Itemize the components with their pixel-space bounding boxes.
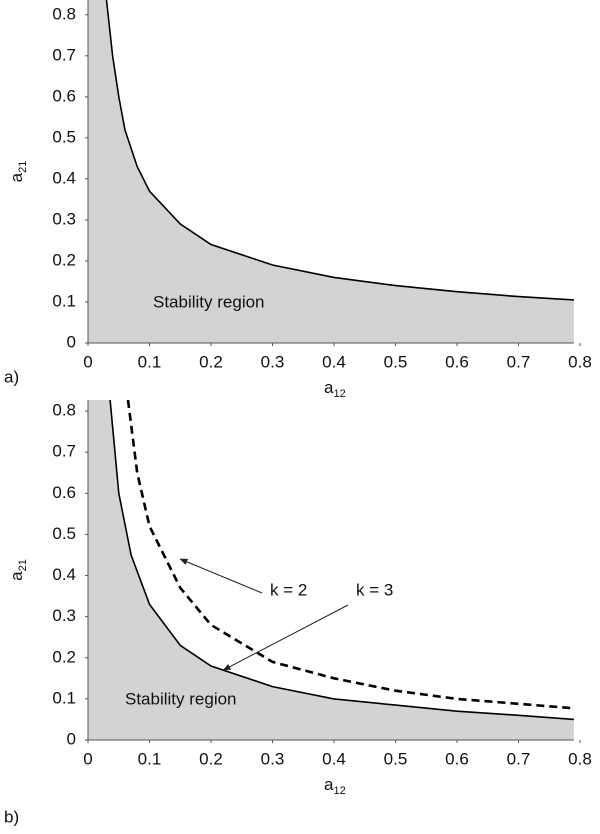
x-axis-label-base: a: [324, 775, 334, 794]
y-tick-label: 0.1: [52, 688, 76, 707]
stability-fill: [88, 400, 574, 740]
panel-label: b): [4, 807, 19, 826]
annotation: k = 3: [356, 580, 393, 599]
y-tick-label: 0.3: [52, 606, 76, 625]
curve: [109, 399, 574, 721]
annotation-arrow: [222, 604, 349, 671]
x-tick-label: 0.4: [322, 352, 346, 371]
x-tick-label: 0.7: [507, 749, 531, 768]
y-tick-label: 0.2: [52, 647, 76, 666]
x-tick-label: 0: [83, 352, 92, 371]
y-tick-label: 0.4: [52, 565, 76, 584]
x-tick-label: 0.3: [261, 749, 285, 768]
y-axis-label-sub: 21: [17, 161, 29, 173]
y-tick-label: 0: [67, 332, 76, 351]
x-tick-label: 0.6: [445, 749, 469, 768]
annotation: k = 2: [270, 580, 307, 599]
x-axis-label-sub: 12: [333, 388, 345, 400]
y-tick-label: 0.5: [52, 127, 76, 146]
region-label: Stability region: [125, 689, 237, 708]
y-tick-label: 0.7: [52, 442, 76, 461]
x-axis-label-sub: 12: [333, 785, 345, 797]
y-axis-label: a21: [7, 559, 28, 581]
x-tick-label: 0.5: [384, 749, 408, 768]
x-tick-label: 0.3: [261, 352, 285, 371]
panel-label: a): [4, 367, 19, 386]
y-tick-label: 0.7: [52, 45, 76, 64]
stability-fill: [88, 0, 574, 343]
x-axis-label-base: a: [324, 378, 334, 397]
x-tick-label: 0.7: [507, 352, 531, 371]
curve: [105, 0, 574, 301]
x-tick-label: 0.1: [138, 352, 162, 371]
y-tick-label: 0.4: [52, 168, 76, 187]
y-tick-label: 0.6: [52, 86, 76, 105]
x-tick-label: 0: [83, 749, 92, 768]
annotation-arrow: [179, 558, 263, 594]
y-tick-label: 0.3: [52, 209, 76, 228]
y-tick-label: 0.2: [52, 250, 76, 269]
x-tick-label: 0.8: [568, 749, 592, 768]
x-tick-label: 0.6: [445, 352, 469, 371]
y-axis-label-base: a: [7, 172, 26, 182]
x-tick-label: 0.8: [568, 352, 592, 371]
y-tick-label: 0.5: [52, 524, 76, 543]
x-tick-label: 0.4: [322, 749, 346, 768]
region-label: Stability region: [153, 292, 265, 311]
x-tick-label: 0.2: [199, 749, 223, 768]
y-tick-label: 0.8: [52, 4, 76, 23]
y-axis-label-base: a: [7, 571, 26, 581]
x-axis-label: a12: [324, 378, 346, 399]
y-tick-label: 0.1: [52, 291, 76, 310]
curve: [126, 399, 575, 710]
x-tick-label: 0.2: [199, 352, 223, 371]
y-tick-label: 0.8: [52, 401, 76, 420]
x-axis-label: a12: [324, 775, 346, 796]
x-tick-label: 0.5: [384, 352, 408, 371]
y-axis-label-sub: 21: [17, 559, 29, 571]
y-tick-label: 0.6: [52, 483, 76, 502]
y-tick-label: 0: [67, 729, 76, 748]
x-tick-label: 0.1: [138, 749, 162, 768]
y-axis-label: a21: [7, 161, 28, 183]
